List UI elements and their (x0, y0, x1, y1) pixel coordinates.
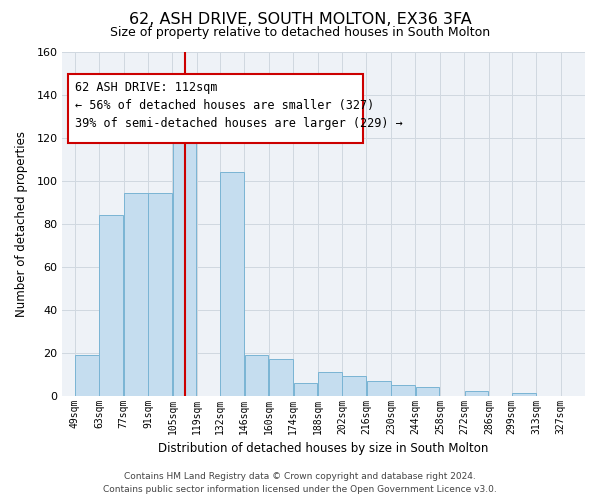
Text: 62 ASH DRIVE: 112sqm
← 56% of detached houses are smaller (327)
39% of semi-deta: 62 ASH DRIVE: 112sqm ← 56% of detached h… (76, 81, 403, 130)
Y-axis label: Number of detached properties: Number of detached properties (15, 130, 28, 316)
Bar (343, 376, 366, 396)
Bar (465, 392, 488, 396)
Text: Size of property relative to detached houses in South Molton: Size of property relative to detached ho… (110, 26, 490, 39)
Bar (75, 355, 98, 396)
Bar (269, 359, 293, 396)
Bar (100, 215, 123, 396)
Bar (512, 394, 536, 396)
Bar (148, 194, 172, 396)
FancyBboxPatch shape (68, 74, 363, 142)
Bar (391, 385, 415, 396)
Bar (245, 355, 268, 396)
Bar (367, 380, 391, 396)
Text: Contains HM Land Registry data © Crown copyright and database right 2024.
Contai: Contains HM Land Registry data © Crown c… (103, 472, 497, 494)
Bar (416, 387, 439, 396)
Text: 62, ASH DRIVE, SOUTH MOLTON, EX36 3FA: 62, ASH DRIVE, SOUTH MOLTON, EX36 3FA (128, 12, 472, 28)
Bar (293, 382, 317, 396)
Bar (124, 194, 148, 396)
Bar (318, 372, 341, 396)
Bar (220, 172, 244, 396)
X-axis label: Distribution of detached houses by size in South Molton: Distribution of detached houses by size … (158, 442, 489, 455)
Bar (173, 140, 196, 396)
